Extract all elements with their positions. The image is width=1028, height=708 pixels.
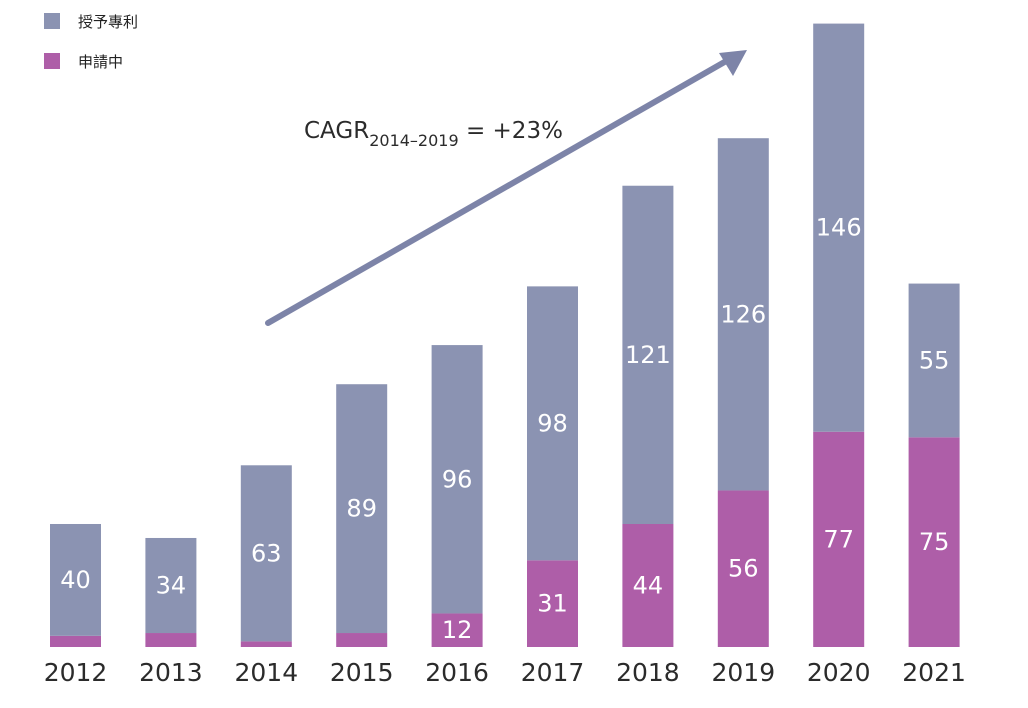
value-label-pending-2017: 31 xyxy=(537,590,568,618)
x-tick-2014: 2014 xyxy=(234,658,298,687)
value-label-granted-2016: 96 xyxy=(442,465,473,493)
cagr-label: CAGR xyxy=(304,118,369,144)
x-tick-2020: 2020 xyxy=(807,658,871,687)
value-label-granted-2013: 34 xyxy=(156,571,187,599)
value-label-granted-2021: 55 xyxy=(919,346,950,374)
trend-arrow xyxy=(268,50,747,323)
x-tick-2013: 2013 xyxy=(139,658,203,687)
x-tick-2021: 2021 xyxy=(902,658,966,687)
x-tick-2016: 2016 xyxy=(425,658,489,687)
x-tick-2015: 2015 xyxy=(330,658,394,687)
value-label-pending-2021: 75 xyxy=(919,528,950,556)
value-label-granted-2012: 40 xyxy=(60,566,91,594)
x-axis-ticks: 2012 2013 2014 2015 2016 2017 2018 2019 2020 2021 xyxy=(44,658,966,687)
stacked-bar-chart: 40 34 63 89 96 12 98 31 121 44 126 56 146 77 55 75 2012… xyxy=(0,0,1028,708)
bar-pending-2013 xyxy=(145,633,196,647)
bar-pending-2014 xyxy=(241,641,292,647)
x-tick-2018: 2018 xyxy=(616,658,680,687)
x-tick-2019: 2019 xyxy=(711,658,775,687)
value-label-granted-2018: 121 xyxy=(625,341,671,369)
value-label-pending-2020: 77 xyxy=(823,525,854,553)
value-label-pending-2019: 56 xyxy=(728,555,759,583)
value-label-pending-2016: 12 xyxy=(442,616,473,644)
cagr-period: 2014–2019 xyxy=(369,131,458,150)
value-label-granted-2019: 126 xyxy=(720,300,766,328)
bar-pending-2015 xyxy=(336,633,387,647)
value-label-pending-2018: 44 xyxy=(633,571,664,599)
cagr-value: = +23% xyxy=(459,118,563,144)
value-label-granted-2020: 146 xyxy=(816,214,862,242)
x-tick-2017: 2017 xyxy=(521,658,585,687)
value-label-granted-2017: 98 xyxy=(537,409,568,437)
cagr-annotation: CAGR2014–2019 = +23% xyxy=(304,118,563,150)
x-tick-2012: 2012 xyxy=(44,658,108,687)
value-label-granted-2015: 89 xyxy=(346,495,377,523)
bar-pending-2012 xyxy=(50,636,101,647)
value-label-granted-2014: 63 xyxy=(251,539,282,567)
